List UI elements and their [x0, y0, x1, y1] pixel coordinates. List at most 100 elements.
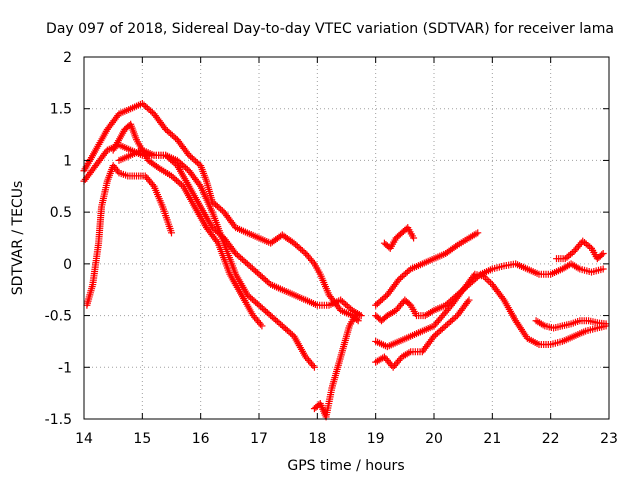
data-point	[208, 198, 216, 206]
data-point	[245, 261, 253, 269]
data-point	[232, 250, 240, 258]
data-point	[483, 276, 491, 284]
data-point	[257, 272, 265, 280]
data-point	[168, 157, 176, 165]
data-point	[375, 298, 383, 306]
data-point	[162, 125, 170, 133]
data-point	[256, 320, 264, 328]
data-point	[452, 313, 460, 321]
data-point	[394, 277, 402, 285]
grid-lines	[84, 57, 609, 419]
data-point	[167, 156, 175, 164]
data-point	[440, 323, 448, 331]
data-point	[212, 227, 220, 235]
data-point	[178, 161, 186, 169]
data-point	[240, 257, 248, 265]
plot-frame	[83, 56, 610, 420]
data-point	[295, 244, 303, 252]
series-track-5	[109, 120, 266, 330]
data-point	[170, 133, 178, 141]
data-point	[188, 154, 196, 162]
data-point	[470, 272, 478, 280]
data-point	[210, 225, 218, 233]
chart-title: Day 097 of 2018, Sidereal Day-to-day VTE…	[46, 21, 614, 37]
data-point	[450, 315, 458, 323]
data-point	[255, 301, 263, 309]
x-tick-label: 16	[192, 431, 210, 447]
x-tick-label: 22	[542, 431, 560, 447]
data-point	[253, 269, 261, 277]
data-point	[310, 363, 318, 371]
data-point	[217, 231, 225, 239]
data-point	[235, 252, 243, 260]
data-point	[342, 300, 350, 308]
data-point	[242, 258, 250, 266]
data-point	[258, 322, 266, 330]
data-point	[176, 179, 184, 187]
data-point	[218, 207, 226, 215]
y-tick-labels: 2 1.5 1 0.5 0 -0.5 -1 -1.5	[45, 50, 72, 428]
x-tick-label: 15	[133, 431, 151, 447]
data-point	[474, 229, 482, 237]
data-point	[447, 317, 455, 325]
series-track-1	[80, 141, 318, 371]
data-point	[148, 108, 156, 116]
data-point	[237, 254, 245, 262]
data-point	[429, 334, 437, 342]
data-point	[465, 296, 473, 304]
y-tick-label: 2	[63, 50, 72, 66]
data-point	[382, 292, 390, 300]
data-point	[193, 159, 201, 167]
data-point	[499, 294, 507, 302]
data-point	[432, 331, 440, 339]
data-point	[250, 297, 258, 305]
data-point	[443, 320, 451, 328]
data-point	[337, 296, 345, 304]
data-point	[160, 124, 168, 132]
series-track-8	[380, 224, 418, 252]
data-point	[265, 279, 273, 287]
data-point	[247, 294, 255, 302]
data-point	[170, 159, 178, 167]
data-point	[172, 134, 180, 142]
y-tick-label: 1	[63, 153, 72, 169]
x-tick-label: 21	[483, 431, 501, 447]
data-point	[372, 301, 380, 309]
x-tick-label: 18	[308, 431, 326, 447]
data-point	[174, 178, 182, 186]
data-point	[252, 298, 260, 306]
data-point	[273, 317, 281, 325]
data-point	[345, 303, 353, 311]
data-point	[602, 320, 610, 328]
data-point	[238, 255, 246, 263]
x-tick-label: 23	[600, 431, 618, 447]
data-point	[357, 312, 365, 320]
data-point	[142, 102, 150, 110]
data-point	[378, 295, 386, 303]
data-point	[190, 156, 198, 164]
data-point	[248, 295, 256, 303]
data-point	[377, 297, 385, 305]
series-track-10	[372, 296, 473, 371]
data-point	[184, 150, 192, 158]
data-point	[265, 310, 273, 318]
data-point	[149, 181, 157, 189]
data-point	[598, 251, 606, 259]
data-point	[275, 319, 283, 327]
data-point	[168, 131, 176, 139]
data-point	[263, 278, 271, 286]
data-point	[140, 101, 148, 109]
data-point	[272, 316, 280, 324]
data-point	[278, 322, 286, 330]
y-tick-label: 0	[63, 257, 72, 273]
series-track-3	[115, 146, 365, 320]
data-point	[402, 269, 410, 277]
data-point	[143, 104, 151, 112]
data-point	[297, 245, 305, 253]
data-point	[263, 309, 271, 317]
data-point	[252, 267, 260, 275]
data-point	[154, 164, 162, 172]
x-tick-labels: 14 15 16 17 18 19 20 21 22 23	[75, 431, 618, 447]
data-point	[195, 181, 203, 189]
data-point	[145, 105, 153, 113]
